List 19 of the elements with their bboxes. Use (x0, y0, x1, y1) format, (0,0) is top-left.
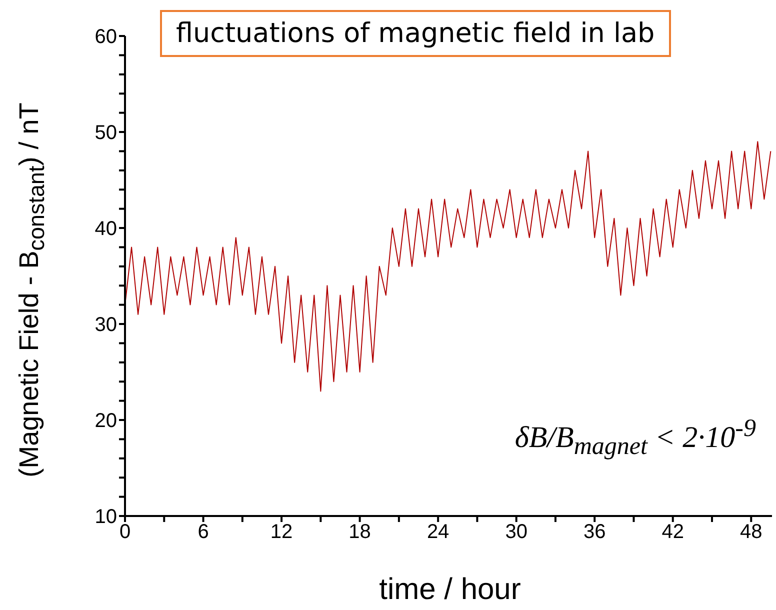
chart-title: fluctuations of magnetic field in lab (160, 10, 671, 57)
y-tick-label: 50 (94, 122, 117, 144)
y-tick-label: 30 (94, 314, 117, 336)
x-tick-label: 18 (348, 521, 371, 544)
y-tick-label: 60 (94, 26, 117, 48)
x-tick-label: 12 (270, 521, 293, 544)
line-series (125, 141, 772, 392)
x-tick-label: 6 (198, 521, 209, 544)
y-tick-label: 20 (94, 410, 117, 432)
x-tick-label: 48 (740, 521, 762, 544)
x-tick-label: 42 (662, 521, 684, 544)
x-tick-label: 0 (119, 521, 131, 544)
annotation: δB/B$_{magnet}$ < 2·10$^{-9}$ (514, 415, 756, 461)
x-tick-label: 30 (505, 521, 528, 544)
x-tick-label: 24 (426, 521, 450, 544)
y-tick-label: 40 (94, 218, 117, 240)
y-tick-label: 10 (94, 506, 117, 528)
x-tick-label: 36 (583, 521, 606, 544)
x-axis-title: time / hour (379, 573, 521, 607)
